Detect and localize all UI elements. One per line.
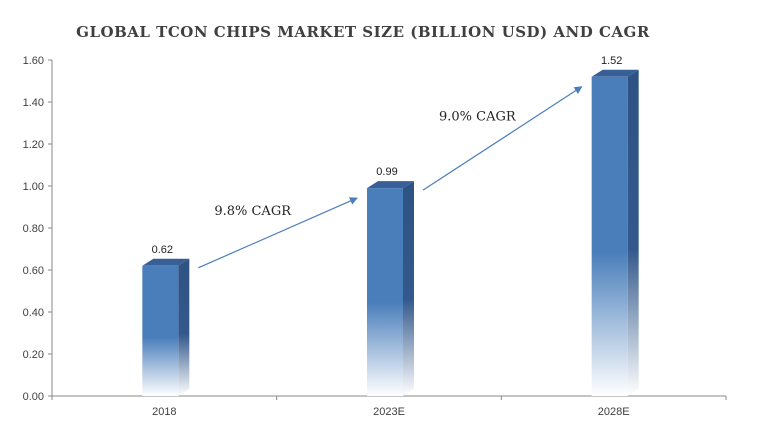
- bar-top: [367, 181, 414, 189]
- y-tick-label: 1.60: [23, 55, 44, 67]
- annotations: 9.8% CAGR 9.0% CAGR: [198, 86, 583, 269]
- x-tick-label: 2018: [152, 406, 176, 418]
- cagr-arrow: [422, 86, 583, 191]
- y-tick-label: 0.60: [23, 265, 44, 277]
- data-labels: 0.62 0.99 1.52: [152, 55, 623, 256]
- x-tick-label: 2028E: [598, 406, 630, 418]
- bar-top: [591, 69, 639, 77]
- bars: [142, 69, 639, 397]
- y-tick-label: 1.00: [23, 181, 44, 193]
- y-tick-label: 0.40: [23, 307, 44, 319]
- y-tick-label: 0.20: [23, 349, 44, 361]
- bar-side: [178, 258, 190, 396]
- bar-2018: [142, 258, 190, 396]
- y-tick-label: 0.00: [23, 391, 44, 403]
- bar-front: [591, 76, 628, 397]
- chart-title: GLOBAL TCON CHIPS MARKET SIZE (BILLION U…: [76, 23, 650, 41]
- bar-top: [142, 258, 190, 266]
- y-tick-label: 0.80: [23, 223, 44, 235]
- value-label: 0.99: [376, 166, 397, 178]
- x-tick-label: 2023E: [373, 406, 405, 418]
- bar-side: [403, 181, 414, 396]
- bar-2028E: [591, 69, 639, 397]
- y-tick-label: 1.20: [23, 139, 44, 151]
- cagr-label: 9.0% CAGR: [439, 109, 517, 124]
- value-label: 0.62: [152, 244, 173, 256]
- bar-front: [142, 265, 179, 396]
- value-label: 1.52: [601, 55, 622, 67]
- bar-2023E: [367, 181, 414, 396]
- cagr-label: 9.8% CAGR: [214, 204, 292, 219]
- cagr-arrow: [198, 197, 358, 269]
- bar-side: [627, 69, 639, 397]
- bar-front: [367, 188, 403, 396]
- y-tick-label: 1.40: [23, 97, 44, 109]
